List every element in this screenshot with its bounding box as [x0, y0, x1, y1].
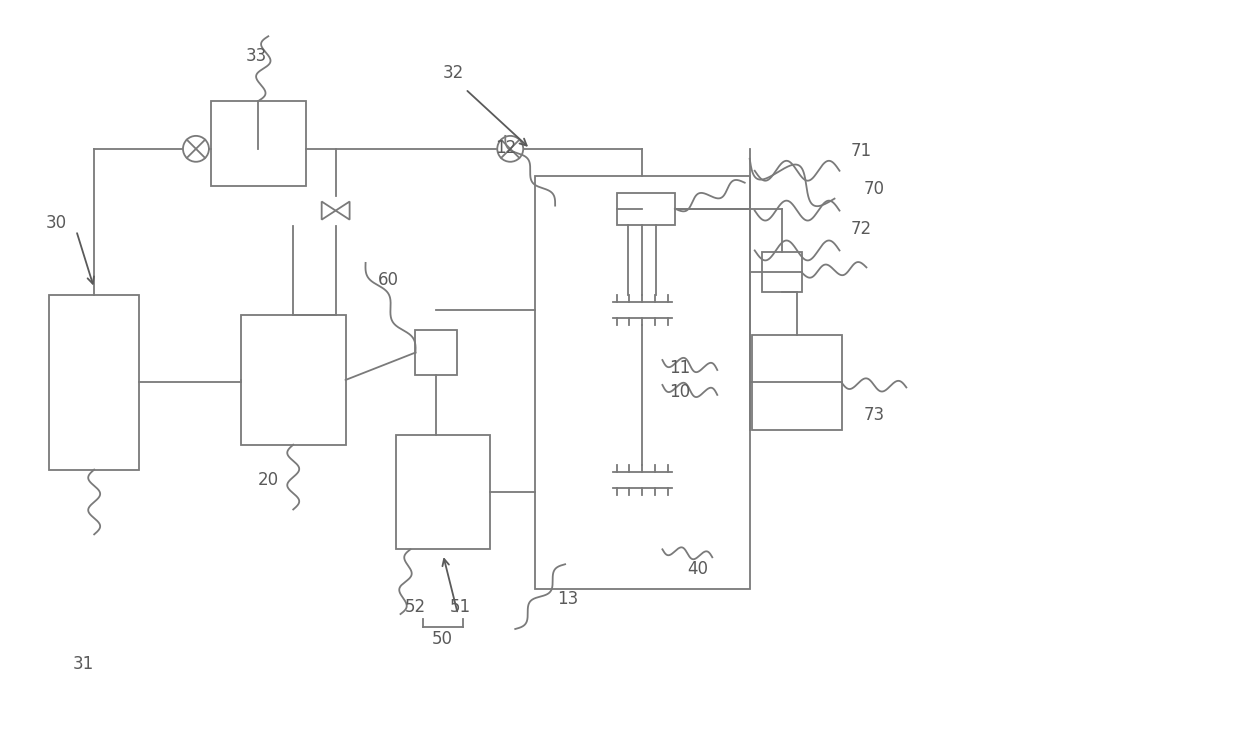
- Text: 33: 33: [246, 47, 267, 65]
- Text: 30: 30: [46, 214, 67, 231]
- Text: 73: 73: [864, 406, 885, 424]
- Text: 71: 71: [851, 142, 872, 160]
- Text: 52: 52: [405, 598, 427, 616]
- Text: 51: 51: [450, 598, 471, 616]
- Text: 31: 31: [73, 655, 94, 673]
- Bar: [396, 435, 490, 549]
- Bar: [751, 335, 842, 430]
- Bar: [618, 193, 675, 225]
- Bar: [211, 101, 306, 186]
- Bar: [50, 295, 139, 470]
- Text: 13: 13: [558, 590, 579, 608]
- Bar: [415, 330, 458, 375]
- Text: 32: 32: [443, 64, 464, 82]
- Text: 11: 11: [670, 359, 691, 377]
- Text: 12: 12: [495, 139, 516, 157]
- Bar: [241, 315, 346, 445]
- Text: 20: 20: [258, 471, 279, 488]
- Text: 50: 50: [432, 630, 453, 648]
- Text: 10: 10: [670, 383, 691, 401]
- Text: 72: 72: [851, 220, 872, 237]
- Bar: [536, 176, 750, 589]
- Text: 70: 70: [864, 179, 885, 198]
- Text: 40: 40: [687, 560, 708, 578]
- Bar: [761, 253, 801, 292]
- Text: 60: 60: [378, 272, 399, 289]
